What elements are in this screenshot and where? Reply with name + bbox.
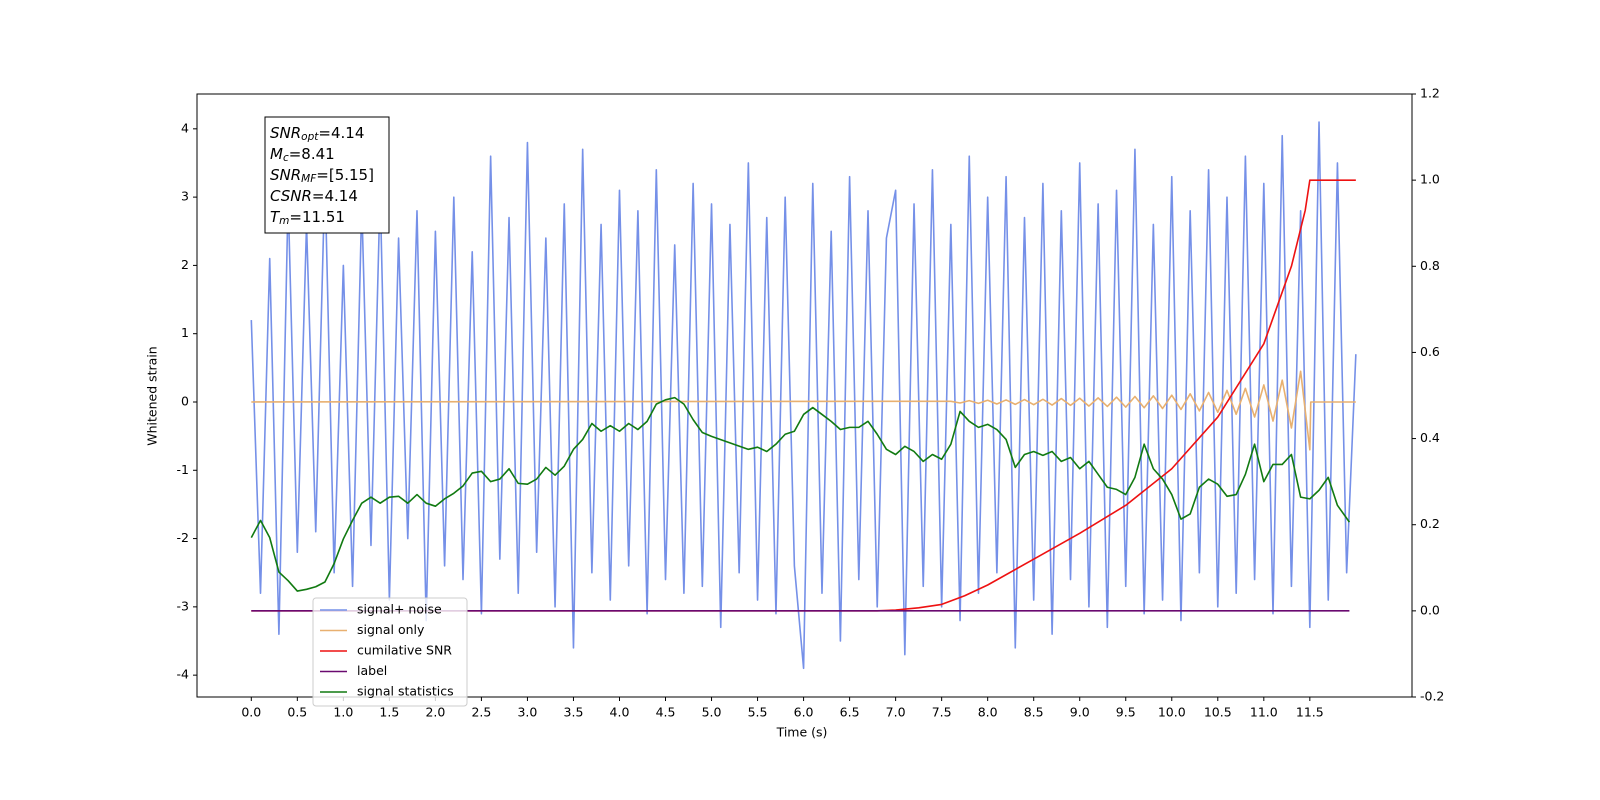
x-tick-label: 8.5 — [1024, 705, 1044, 720]
annotation-symbol: SNR — [270, 124, 301, 142]
series-line — [251, 370, 1356, 451]
annotation: CSNR=4.14 — [270, 187, 358, 205]
plot-frame — [196, 93, 1413, 698]
annotation: SNRopt=4.14 — [270, 124, 364, 144]
y-tick-label: -4 — [177, 667, 190, 682]
y-tick-label: 2 — [181, 257, 189, 272]
x-tick-label: 11.0 — [1250, 705, 1278, 720]
x-tick-label: 3.5 — [564, 705, 584, 720]
annotation-subscript: m — [279, 215, 289, 227]
annotation: SNRMF=[5.15] — [270, 166, 374, 186]
y2-tick-label: 0.6 — [1420, 344, 1440, 359]
annotation-text: =4.14 — [312, 187, 358, 205]
x-axis-label: Time (s) — [776, 725, 828, 740]
y2-tick-label: 0.0 — [1420, 602, 1440, 617]
y-tick-label: -2 — [177, 530, 189, 545]
y-tick-label: -1 — [177, 462, 189, 477]
x-tick-label: 7.0 — [886, 705, 906, 720]
annotation-text: =4.14 — [318, 124, 364, 142]
x-tick-label: 11.5 — [1296, 705, 1324, 720]
annotation-subscript: opt — [301, 131, 319, 143]
y2-tick-label: 0.4 — [1420, 430, 1440, 445]
x-tick-label: 10.5 — [1204, 705, 1232, 720]
annotation-text: =8.41 — [289, 145, 335, 163]
annotation: Mc=8.41 — [270, 145, 335, 165]
y2-tick-label: 1.0 — [1420, 172, 1440, 187]
annotation-subscript: MF — [301, 173, 317, 185]
x-tick-label: 0.0 — [241, 705, 261, 720]
annotation-symbol: CSNR — [270, 187, 312, 205]
series-line — [250, 121, 1357, 670]
x-tick-label: 3.0 — [517, 705, 537, 720]
x-tick-label: 5.0 — [702, 705, 722, 720]
x-tick-label: 4.5 — [656, 705, 676, 720]
y-tick-label: 3 — [181, 189, 189, 204]
y-tick-label: 0 — [181, 393, 189, 408]
legend-label: label — [357, 663, 387, 678]
series-line — [250, 396, 1351, 592]
x-tick-label: 9.5 — [1116, 705, 1136, 720]
x-tick-label: 1.5 — [379, 705, 399, 720]
x-tick-label: 5.5 — [748, 705, 768, 720]
annotation-box — [264, 116, 390, 234]
y2-tick-label: -0.2 — [1420, 689, 1444, 704]
y2-tick-label: 0.2 — [1420, 516, 1440, 531]
legend-label: signal+ noise — [357, 602, 442, 617]
annotation-text: =[5.15] — [316, 166, 374, 184]
legend-label: signal statistics — [357, 684, 454, 699]
x-tick-label: 4.0 — [610, 705, 630, 720]
annotation-symbol: SNR — [270, 166, 301, 184]
annotation: Tm=11.51 — [270, 208, 345, 228]
x-tick-label: 0.5 — [287, 705, 307, 720]
series-line — [251, 179, 1356, 612]
legend-box — [312, 597, 468, 707]
annotation-text: =11.51 — [289, 208, 345, 226]
y-tick-label: 1 — [181, 325, 189, 340]
y-tick-label: 4 — [181, 120, 189, 135]
legend-label: signal only — [357, 622, 425, 637]
x-tick-label: 1.0 — [333, 705, 353, 720]
x-tick-label: 2.5 — [471, 705, 491, 720]
y2-tick-label: 1.2 — [1420, 86, 1440, 101]
legend-label: cumilative SNR — [357, 643, 452, 658]
x-tick-label: 8.0 — [978, 705, 998, 720]
annotation-subscript: c — [283, 152, 289, 164]
y-tick-label: -3 — [177, 598, 189, 613]
annotation-symbol: T — [270, 208, 281, 226]
x-tick-label: 6.0 — [794, 705, 814, 720]
x-tick-label: 9.0 — [1070, 705, 1090, 720]
x-tick-label: 6.5 — [840, 705, 860, 720]
x-tick-label: 10.0 — [1158, 705, 1186, 720]
y2-tick-label: 0.8 — [1420, 258, 1440, 273]
y-axis-label: Whitened strain — [145, 346, 160, 445]
x-tick-label: 2.0 — [425, 705, 445, 720]
x-tick-label: 7.5 — [932, 705, 952, 720]
annotation-symbol: M — [270, 145, 283, 163]
